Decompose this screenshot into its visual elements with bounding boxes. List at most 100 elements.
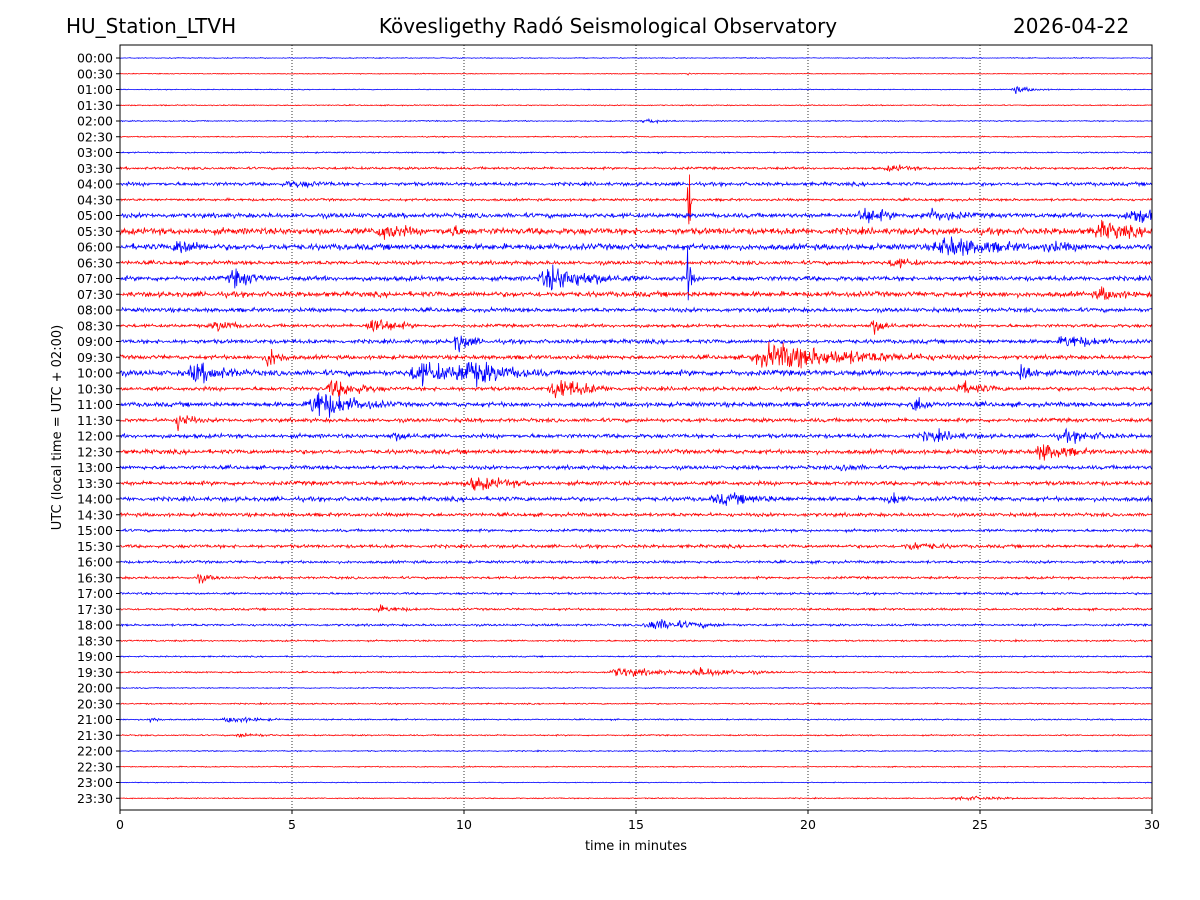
trace-1530 [120, 542, 1152, 551]
y-tick-label: 14:00 [77, 492, 113, 507]
trace-2100 [120, 716, 1152, 724]
trace-1930 [120, 667, 1152, 678]
y-tick-label: 19:30 [77, 665, 113, 680]
y-tick-label: 03:30 [77, 161, 113, 176]
y-tick-label: 02:00 [77, 114, 113, 129]
y-tick-label: 04:30 [77, 192, 113, 207]
y-tick-label: 02:30 [77, 129, 113, 144]
trace-1230 [120, 444, 1152, 461]
x-tick-label: 20 [800, 817, 816, 832]
trace-1100 [120, 392, 1152, 418]
traces [120, 56, 1152, 802]
trace-0400 [120, 180, 1152, 189]
y-tick-label: 05:00 [77, 208, 113, 223]
x-tick-label: 0 [116, 817, 124, 832]
y-tick-label: 13:00 [77, 460, 113, 475]
y-tick-label: 18:00 [77, 618, 113, 633]
y-tick-label: 15:00 [77, 523, 113, 538]
trace-0430 [120, 174, 1152, 225]
trace-2130 [120, 732, 1152, 739]
y-tick-label: 04:00 [77, 177, 113, 192]
y-tick-label: 23:30 [77, 791, 113, 806]
y-tick-label: 05:30 [77, 224, 113, 239]
y-tick-label: 08:30 [77, 318, 113, 333]
y-tick-label: 10:00 [77, 366, 113, 381]
trace-1430 [120, 511, 1152, 518]
trace-2000 [120, 686, 1152, 690]
trace-0300 [120, 150, 1152, 155]
plot-date: 2026-04-22 [1013, 14, 1130, 38]
y-tick-label: 22:30 [77, 759, 113, 774]
trace-0230 [120, 135, 1152, 139]
y-tick-label: 12:30 [77, 444, 113, 459]
y-tick-label: 21:00 [77, 712, 113, 727]
x-tick-label: 10 [456, 817, 472, 832]
y-tick-label: 17:00 [77, 586, 113, 601]
y-tick-label: 16:00 [77, 555, 113, 570]
y-tick-label: 09:30 [77, 350, 113, 365]
trace-0930 [120, 341, 1152, 369]
y-tick-label: 08:00 [77, 303, 113, 318]
y-tick-label: 19:00 [77, 649, 113, 664]
trace-2330 [120, 795, 1152, 802]
trace-2200 [120, 749, 1152, 753]
trace-1700 [120, 590, 1152, 596]
chart-title: Kövesligethy Radó Seismological Observat… [378, 14, 838, 38]
y-tick-label: 12:00 [77, 429, 113, 444]
y-tick-label: 07:30 [77, 287, 113, 302]
trace-2030 [120, 701, 1152, 706]
y-tick-label: 06:00 [77, 240, 113, 255]
trace-0700 [120, 246, 1152, 301]
y-tick-label: 11:30 [77, 413, 113, 428]
x-tick-label: 30 [1144, 817, 1160, 832]
trace-1730 [120, 604, 1152, 614]
y-tick-label: 00:30 [77, 66, 113, 81]
y-tick-label: 14:30 [77, 507, 113, 522]
trace-1500 [120, 527, 1152, 534]
y-tick-label: 15:30 [77, 539, 113, 554]
y-tick-label: 20:00 [77, 681, 113, 696]
y-tick-label: 13:30 [77, 476, 113, 491]
trace-1000 [120, 361, 1152, 388]
y-tick-label: 22:00 [77, 744, 113, 759]
y-tick-label: 23:00 [77, 775, 113, 790]
trace-0030 [120, 72, 1152, 76]
trace-0530 [120, 219, 1152, 240]
trace-0500 [120, 207, 1152, 224]
trace-0630 [120, 258, 1152, 269]
y-tick-label: 01:00 [77, 82, 113, 97]
trace-1130 [120, 415, 1152, 432]
y-tick-label: 09:00 [77, 334, 113, 349]
y-tick-label: 16:30 [77, 570, 113, 585]
trace-0100 [120, 85, 1152, 95]
y-tick-label: 03:00 [77, 145, 113, 160]
trace-2230 [120, 765, 1152, 769]
trace-1900 [120, 654, 1152, 659]
trace-1200 [120, 427, 1152, 444]
x-tick-label: 5 [288, 817, 296, 832]
y-tick-label: 10:30 [77, 381, 113, 396]
trace-1630 [120, 573, 1152, 584]
trace-0330 [120, 164, 1152, 172]
y-tick-label: 11:00 [77, 397, 113, 412]
x-tick-label: 15 [628, 817, 644, 832]
trace-0730 [120, 286, 1152, 301]
trace-2300 [120, 781, 1152, 784]
station-name: HU_Station_LTVH [66, 14, 237, 38]
trace-1830 [120, 638, 1152, 643]
x-axis-label: time in minutes [585, 839, 687, 854]
trace-1300 [120, 463, 1152, 472]
y-axis-label: UTC (local time = UTC + 02:00) [50, 325, 65, 530]
y-tick-label: 20:30 [77, 696, 113, 711]
trace-0000 [120, 56, 1152, 60]
x-tick-label: 25 [972, 817, 988, 832]
y-tick-label: 07:00 [77, 271, 113, 286]
trace-0130 [120, 103, 1152, 107]
trace-1400 [120, 492, 1152, 506]
trace-0830 [120, 318, 1152, 335]
y-tick-label: 00:00 [77, 51, 113, 66]
y-tick-label: 21:30 [77, 728, 113, 743]
trace-1600 [120, 559, 1152, 566]
trace-0800 [120, 305, 1152, 314]
